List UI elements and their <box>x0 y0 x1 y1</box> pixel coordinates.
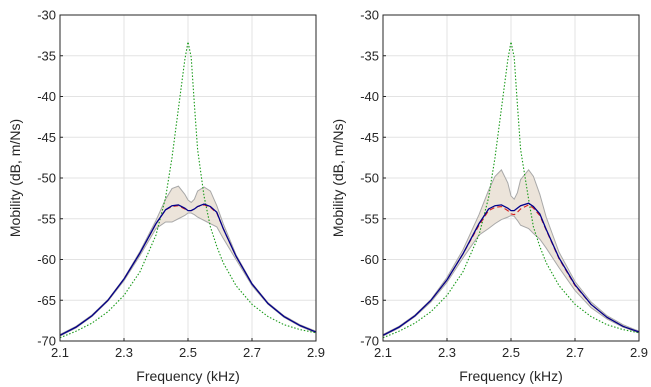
y-tick-label: -70 <box>360 334 379 349</box>
y-tick-label: -30 <box>360 8 379 23</box>
right-chart-panel: 2.1 2.3 2.5 2.7 2.9 -30 -35 -40 -45 -50 -55 -60 -65 -… <box>330 8 648 385</box>
y-tick-label: -30 <box>37 8 56 23</box>
x-tick-label: 2.9 <box>630 345 648 360</box>
series-line-green <box>59 41 317 339</box>
y-tick-label: -60 <box>37 252 56 267</box>
x-tick-label: 2.7 <box>243 345 261 360</box>
x-tick-label: 2.3 <box>438 345 456 360</box>
y-tick-label: -50 <box>360 171 379 186</box>
x-tick-label: 2.3 <box>115 345 133 360</box>
y-tick-label: -40 <box>37 89 56 104</box>
y-tick-label: -45 <box>360 130 379 145</box>
x-tick-label: 2.5 <box>502 345 520 360</box>
x-tick-label: 2.1 <box>51 345 69 360</box>
y-tick-label: -60 <box>360 252 379 267</box>
y-tick-label: -70 <box>37 334 56 349</box>
y-tick-label: -35 <box>360 48 379 63</box>
x-tick-label: 2.7 <box>566 345 584 360</box>
y-axis-label: Mobility (dB, m/Ns) <box>7 119 23 237</box>
y-tick-label: -55 <box>37 211 56 226</box>
y-tick-label: -35 <box>37 48 56 63</box>
left-chart-panel: 2.1 2.3 2.5 2.7 2.9 -30 -35 -40 -45 -50 -55 -60 -65 -… <box>7 8 325 385</box>
y-tick-label: -45 <box>37 130 56 145</box>
series-line-blue <box>382 202 640 336</box>
y-tick-label: -65 <box>37 293 56 308</box>
y-tick-label: -40 <box>360 89 379 104</box>
y-tick-label: -65 <box>360 293 379 308</box>
y-tick-label: -50 <box>37 171 56 186</box>
x-axis-label: Frequency (kHz) <box>459 368 562 384</box>
x-tick-label: 2.9 <box>307 345 325 360</box>
series-line-green <box>382 41 640 339</box>
x-axis-label: Frequency (kHz) <box>136 368 239 384</box>
y-axis-label: Mobility (dB, m/Ns) <box>330 119 346 237</box>
x-tick-label: 2.5 <box>179 345 197 360</box>
series-line-blue <box>59 203 317 336</box>
y-tick-label: -55 <box>360 211 379 226</box>
x-tick-label: 2.1 <box>374 345 392 360</box>
